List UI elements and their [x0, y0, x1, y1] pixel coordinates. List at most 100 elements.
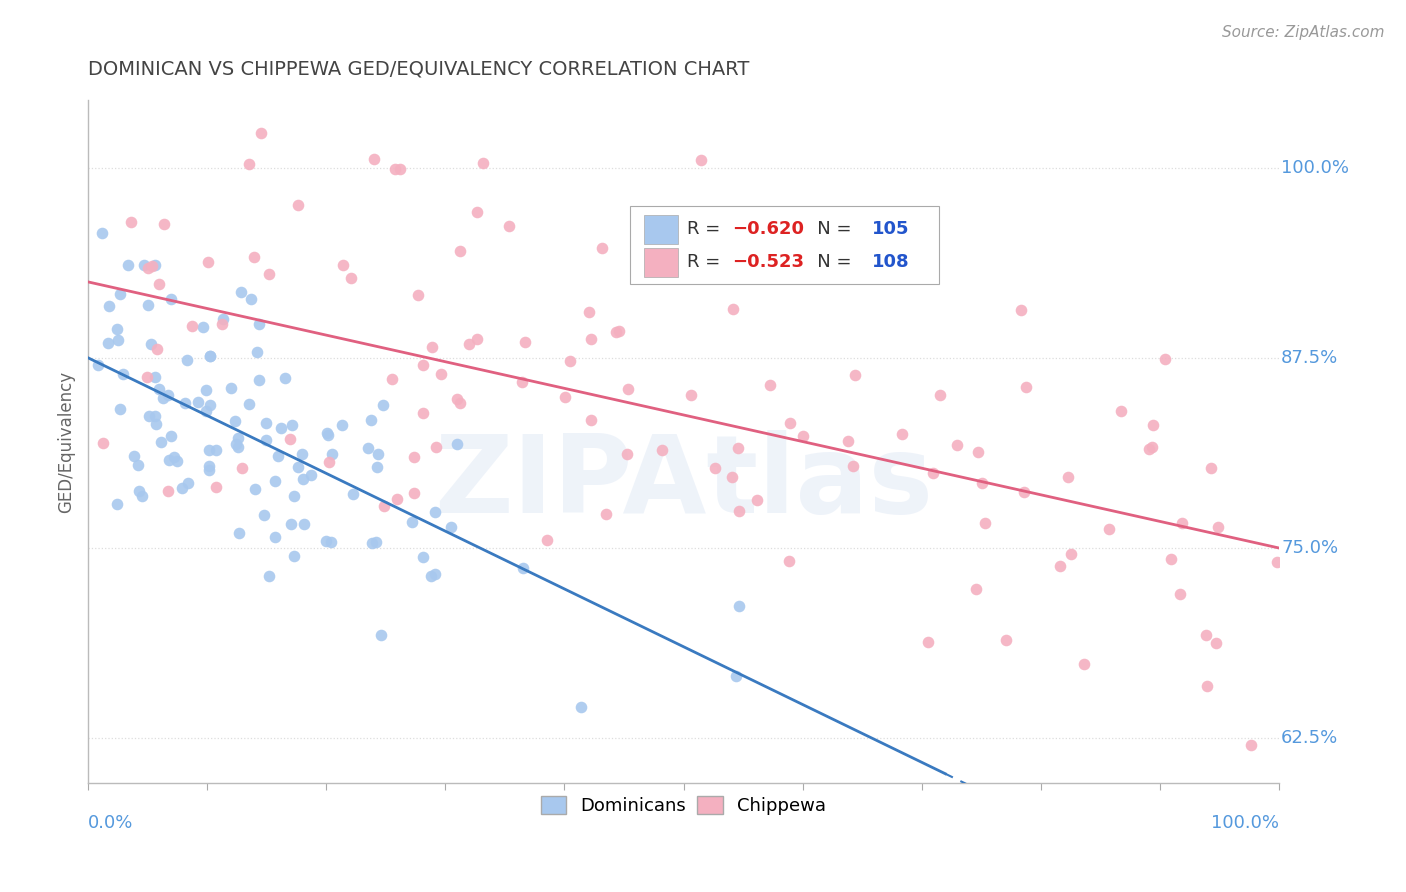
Text: 87.5%: 87.5% — [1281, 349, 1339, 367]
Point — [299, 468, 322, 483]
Point — [401, 515, 423, 529]
Y-axis label: GED/Equivalency: GED/Equivalency — [58, 370, 75, 513]
Text: 100.0%: 100.0% — [1281, 159, 1348, 177]
Point — [745, 493, 768, 508]
Point — [515, 335, 537, 350]
FancyBboxPatch shape — [644, 248, 678, 277]
Point — [420, 569, 443, 583]
Point — [157, 453, 180, 467]
Point — [318, 455, 340, 469]
Point — [1073, 657, 1095, 671]
Point — [247, 317, 270, 331]
Point — [1014, 485, 1036, 500]
Point — [423, 567, 446, 582]
Point — [259, 569, 281, 583]
Point — [681, 388, 703, 402]
Point — [974, 516, 997, 531]
Point — [891, 426, 914, 441]
Text: 105: 105 — [872, 220, 910, 238]
Point — [315, 533, 337, 548]
Point — [254, 416, 277, 430]
Point — [703, 461, 725, 475]
Point — [651, 443, 673, 458]
Point — [1140, 440, 1163, 454]
Point — [425, 505, 447, 519]
Point — [779, 416, 801, 430]
Point — [149, 435, 172, 450]
Point — [690, 153, 713, 168]
Point — [181, 319, 204, 334]
Point — [995, 632, 1018, 647]
Point — [159, 292, 181, 306]
Point — [219, 380, 242, 394]
Point — [108, 287, 131, 301]
Point — [91, 436, 114, 450]
Point — [107, 333, 129, 347]
Point — [287, 459, 309, 474]
Point — [727, 599, 749, 613]
Point — [972, 476, 994, 491]
Point — [917, 635, 939, 649]
Point — [1265, 554, 1288, 568]
Text: 100.0%: 100.0% — [1211, 814, 1278, 832]
Point — [412, 549, 434, 564]
Point — [148, 277, 170, 292]
Point — [120, 215, 142, 229]
Point — [321, 447, 343, 461]
Point — [225, 437, 247, 451]
Point — [319, 534, 342, 549]
Point — [170, 481, 193, 495]
Point — [136, 260, 159, 275]
Point — [205, 480, 228, 494]
Text: Source: ZipAtlas.com: Source: ZipAtlas.com — [1222, 25, 1385, 40]
Point — [412, 358, 434, 372]
Point — [616, 447, 638, 461]
Point — [195, 403, 218, 417]
Text: 75.0%: 75.0% — [1281, 539, 1339, 557]
Point — [472, 156, 495, 170]
Point — [212, 312, 235, 326]
Point — [465, 204, 488, 219]
Point — [412, 406, 434, 420]
Text: R =: R = — [688, 220, 725, 238]
Point — [1194, 628, 1216, 642]
Point — [211, 317, 233, 331]
Point — [238, 157, 260, 171]
Point — [281, 418, 304, 433]
Point — [554, 390, 576, 404]
Point — [127, 458, 149, 473]
Point — [330, 418, 353, 433]
Point — [364, 535, 387, 549]
Text: −0.620: −0.620 — [733, 220, 804, 238]
Point — [152, 392, 174, 406]
Point — [922, 467, 945, 481]
Legend: Dominicans, Chippewa: Dominicans, Chippewa — [534, 789, 834, 822]
Point — [1199, 461, 1222, 475]
Text: N =: N = — [800, 220, 858, 238]
Point — [283, 489, 305, 503]
Point — [361, 536, 384, 550]
Point — [725, 669, 748, 683]
Point — [1056, 470, 1078, 484]
Point — [1168, 587, 1191, 601]
Point — [728, 504, 751, 518]
Point — [156, 483, 179, 498]
Point — [1142, 418, 1164, 433]
Point — [340, 271, 363, 285]
Point — [571, 699, 593, 714]
Point — [579, 413, 602, 427]
Point — [1049, 559, 1071, 574]
FancyBboxPatch shape — [630, 205, 939, 285]
Point — [139, 337, 162, 351]
Point — [446, 392, 468, 406]
Point — [357, 442, 380, 456]
Point — [510, 375, 533, 389]
Point — [287, 198, 309, 212]
Point — [229, 285, 252, 299]
Point — [280, 517, 302, 532]
Point — [721, 470, 744, 484]
Point — [91, 226, 114, 240]
Point — [205, 442, 228, 457]
Point — [143, 369, 166, 384]
Point — [467, 333, 489, 347]
